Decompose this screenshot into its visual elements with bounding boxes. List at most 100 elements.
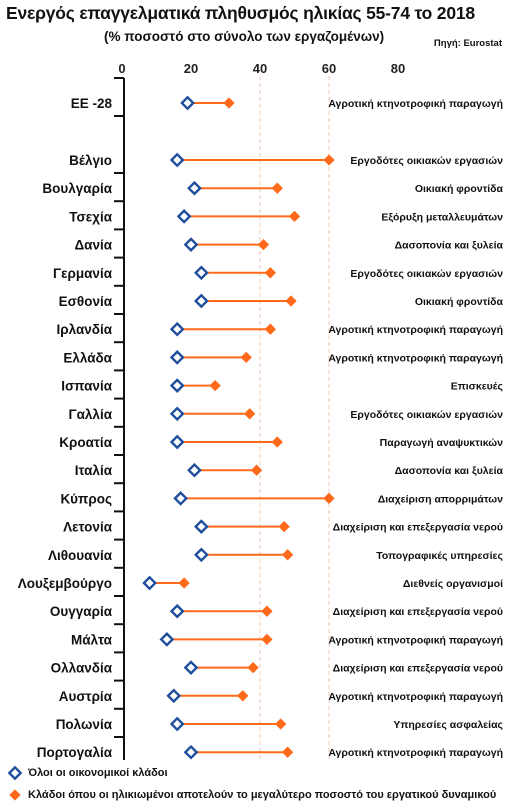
all-sectors-point — [169, 716, 185, 732]
chart-subtitle: (% ποσοστό στο σύνολο των εργαζομένων) — [104, 29, 385, 44]
sector-label: Διαχείριση και επεξεργασία νερού — [333, 663, 503, 675]
sector-label: Οικιακή φροντίδα — [415, 296, 504, 308]
country-label: Πολωνία — [56, 717, 113, 732]
sector-label: Αγροτική κτηνοτροφική παραγωγή — [328, 98, 503, 110]
sector-label: Υπηρεσίες ασφαλείας — [393, 719, 503, 731]
sector-label: Αγροτική κτηνοτροφική παραγωγή — [328, 634, 503, 646]
top-sector-point — [209, 379, 221, 392]
sector-label: Οικιακή φροντίδα — [415, 183, 504, 195]
top-sector-point — [281, 746, 294, 758]
all-sectors-point — [169, 603, 185, 619]
top-sector-point — [261, 605, 273, 617]
legend-item-all-sectors: Όλοι οι οικονομικοί κλάδοι — [8, 766, 168, 780]
top-sector-point — [257, 238, 270, 251]
top-sector-point — [275, 718, 287, 730]
country-label: Βουλγαρία — [42, 181, 112, 196]
country-label: Πορτογαλία — [37, 745, 113, 760]
country-label: Ουγγαρία — [50, 604, 113, 619]
top-sector-point — [223, 97, 235, 109]
all-sectors-point — [169, 406, 185, 422]
country-label: Αυστρία — [59, 689, 113, 704]
country-label: Ελλάδα — [63, 350, 112, 365]
all-sectors-point — [193, 265, 209, 281]
sector-label: Διαχείριση και επεξεργασία νερού — [333, 606, 503, 618]
sector-label: Εργοδότες οικιακών εργασιών — [350, 409, 503, 421]
top-sector-point — [264, 267, 277, 279]
country-label: Κροατία — [59, 435, 112, 450]
country-label: Δανία — [74, 238, 112, 253]
country-label: Ολλανδία — [51, 661, 113, 676]
all-sectors-point — [183, 660, 199, 675]
top-sector-point — [271, 436, 283, 448]
sector-label: Δασοπονία και ξυλεία — [395, 465, 504, 477]
all-sectors-point — [187, 462, 202, 478]
all-sectors-point — [173, 491, 189, 506]
top-sector-point — [178, 577, 190, 589]
country-label: Λουξεμβούργο — [18, 576, 112, 591]
sector-label: Αγροτική κτηνοτροφική παραγωγή — [328, 691, 503, 703]
country-label: Ισπανία — [61, 379, 113, 394]
all-sectors-point — [193, 293, 209, 309]
country-label: Μάλτα — [71, 632, 113, 647]
filled-diamond-icon — [9, 789, 21, 801]
all-sectors-point — [169, 152, 185, 168]
country-label: Εσθονία — [59, 294, 113, 309]
country-label: Λετονία — [63, 520, 113, 535]
top-sector-point — [271, 182, 283, 194]
all-sectors-point — [193, 519, 209, 534]
sector-label: Αγροτική κτηνοτροφική παραγωγή — [328, 324, 503, 336]
legend-item-top-sector: Κλάδοι όπου οι ηλικιωμένοι αποτελούν το … — [8, 788, 496, 802]
source-label: Πηγή: Eurostat — [433, 38, 502, 49]
sector-label: Τοπογραφικές υπηρεσίες — [376, 550, 503, 562]
all-sectors-point — [169, 378, 185, 393]
all-sectors-point — [180, 95, 195, 111]
top-sector-point — [243, 408, 256, 420]
sector-label: Επισκευές — [451, 381, 504, 393]
sector-label: Αγροτική κτηνοτροφική παραγωγή — [328, 747, 503, 759]
top-sector-point — [278, 520, 290, 533]
top-sector-point — [247, 661, 259, 674]
top-sector-point — [323, 492, 335, 505]
legend-label-all-sectors: Όλοι οι οικονομικοί κλάδοι — [28, 767, 168, 779]
x-tick-label: 80 — [391, 61, 405, 76]
sector-label: Διαχείριση και επεξεργασία νερού — [333, 522, 503, 534]
x-tick-label: 0 — [118, 61, 125, 76]
dot-plot-chart: 0 20 40 60 80 ΕΕ -28 Αγροτική κτηνοτροφική παρ… — [18, 61, 504, 760]
country-label: Ιρλανδία — [57, 322, 113, 337]
country-label: Ιταλία — [75, 463, 113, 478]
all-sectors-point — [159, 632, 175, 647]
country-label: Τσεχία — [69, 209, 112, 224]
top-sector-point — [281, 549, 294, 561]
sector-label: Δασοπονία και ξυλεία — [395, 240, 504, 252]
all-sectors-point — [169, 321, 185, 337]
top-sector-point — [261, 633, 273, 646]
country-label: Γερμανία — [53, 266, 113, 281]
all-sectors-point — [169, 434, 185, 450]
sector-label: Παραγωγή αναψυκτικών — [380, 437, 503, 449]
country-label: Κύπρος — [60, 491, 112, 506]
all-sectors-point — [183, 744, 199, 760]
hollow-diamond-icon — [8, 766, 22, 780]
all-sectors-point — [187, 180, 202, 196]
all-sectors-point — [193, 547, 209, 563]
sector-label: Εξόρυξη μεταλλευμάτων — [381, 211, 503, 223]
top-sector-point — [285, 295, 297, 307]
all-sectors-point — [142, 575, 157, 591]
top-sector-point — [250, 464, 263, 476]
country-label: Γαλλία — [69, 407, 113, 422]
chart-title: Ενεργός επαγγελματικά πληθυσμός ηλικίας … — [6, 3, 475, 23]
sector-label: Διεθνείς οργανισμοί — [403, 578, 503, 590]
top-sector-point — [240, 351, 252, 364]
x-tick-label: 40 — [253, 61, 267, 76]
all-sectors-point — [183, 237, 199, 252]
top-sector-point — [264, 323, 277, 335]
sector-label: Εργοδότες οικιακών εργασιών — [350, 268, 503, 280]
top-sector-point — [323, 154, 335, 166]
sector-label: Εργοδότες οικιακών εργασιών — [350, 155, 503, 167]
country-label: Λιθουανία — [48, 548, 113, 563]
sector-label: Διαχείριση απορριμάτων — [378, 493, 503, 505]
all-sectors-point — [169, 350, 185, 365]
top-sector-point — [237, 690, 249, 702]
top-sector-point — [288, 210, 301, 223]
all-sectors-point — [166, 688, 182, 704]
